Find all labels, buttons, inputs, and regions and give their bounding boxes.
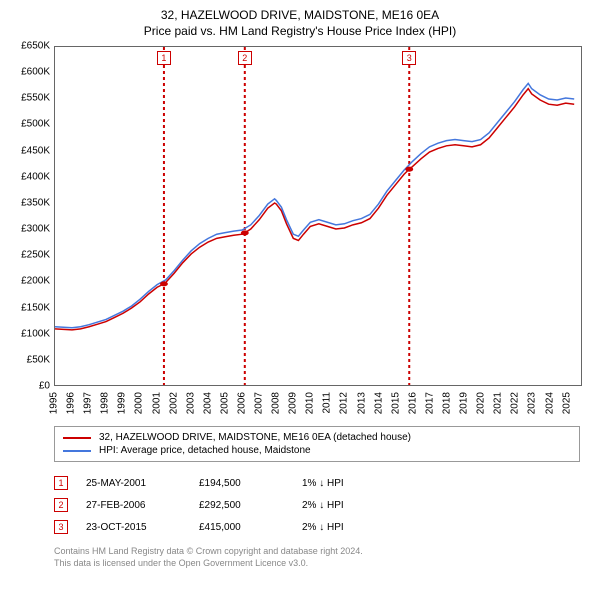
x-axis-label: 2001	[151, 392, 162, 414]
x-axis-label: 2019	[459, 392, 470, 414]
x-axis-label: 2009	[288, 392, 299, 414]
y-axis-label: £500K	[21, 119, 50, 130]
x-axis-label: 2016	[407, 392, 418, 414]
y-axis-label: £0	[39, 381, 50, 392]
x-axis-label: 2015	[390, 392, 401, 414]
transaction-diff: 1% ↓ HPI	[302, 478, 392, 489]
transaction-date: 27-FEB-2006	[86, 500, 181, 511]
x-axis-label: 2006	[236, 392, 247, 414]
y-axis-label: £100K	[21, 328, 50, 339]
transaction-row-marker: 2	[54, 498, 68, 512]
transaction-marker: 3	[402, 51, 416, 65]
transaction-marker: 2	[238, 51, 252, 65]
x-axis-label: 2017	[424, 392, 435, 414]
chart-container: 32, HAZELWOOD DRIVE, MAIDSTONE, ME16 0EA…	[0, 0, 600, 577]
chart-area: 123 £0£50K£100K£150K£200K£250K£300K£350K…	[54, 46, 582, 386]
y-axis-label: £150K	[21, 302, 50, 313]
transaction-row-marker: 1	[54, 476, 68, 490]
x-axis-label: 2025	[561, 392, 572, 414]
y-axis-label: £400K	[21, 171, 50, 182]
x-axis-label: 2005	[219, 392, 230, 414]
legend-item: 32, HAZELWOOD DRIVE, MAIDSTONE, ME16 0EA…	[63, 431, 571, 444]
transaction-marker: 1	[157, 51, 171, 65]
transaction-price: £292,500	[199, 500, 284, 511]
footer-line-2: This data is licensed under the Open Gov…	[54, 558, 580, 570]
transaction-row: 3 23-OCT-2015 £415,000 2% ↓ HPI	[54, 516, 580, 538]
x-axis-label: 2023	[527, 392, 538, 414]
x-axis-label: 1996	[66, 392, 77, 414]
legend-item: HPI: Average price, detached house, Maid…	[63, 444, 571, 457]
x-axis-label: 2007	[254, 392, 265, 414]
legend-label: 32, HAZELWOOD DRIVE, MAIDSTONE, ME16 0EA…	[99, 432, 411, 443]
x-axis-label: 2008	[271, 392, 282, 414]
x-axis-label: 2018	[442, 392, 453, 414]
plot-region: 1 2 3	[54, 46, 582, 386]
footer-attribution: Contains HM Land Registry data © Crown c…	[54, 546, 580, 569]
y-axis-label: £250K	[21, 250, 50, 261]
x-axis-label: 2002	[168, 392, 179, 414]
y-axis-label: £600K	[21, 67, 50, 78]
legend-label: HPI: Average price, detached house, Maid…	[99, 445, 311, 456]
chart-title: 32, HAZELWOOD DRIVE, MAIDSTONE, ME16 0EA	[10, 8, 590, 22]
chart-subtitle: Price paid vs. HM Land Registry's House …	[10, 24, 590, 38]
transaction-row-marker: 3	[54, 520, 68, 534]
y-axis-label: £200K	[21, 276, 50, 287]
x-axis-label: 1999	[117, 392, 128, 414]
legend: 32, HAZELWOOD DRIVE, MAIDSTONE, ME16 0EA…	[54, 426, 580, 462]
x-axis-label: 2014	[373, 392, 384, 414]
y-axis-label: £550K	[21, 93, 50, 104]
y-axis-label: £450K	[21, 145, 50, 156]
transaction-price: £415,000	[199, 522, 284, 533]
x-axis-label: 2000	[134, 392, 145, 414]
transaction-date: 25-MAY-2001	[86, 478, 181, 489]
x-axis-label: 2010	[305, 392, 316, 414]
x-axis-label: 2024	[544, 392, 555, 414]
footer-line-1: Contains HM Land Registry data © Crown c…	[54, 546, 580, 558]
x-axis-label: 1998	[100, 392, 111, 414]
transaction-date: 23-OCT-2015	[86, 522, 181, 533]
legend-swatch	[63, 437, 91, 439]
legend-swatch	[63, 450, 91, 452]
x-axis-label: 2021	[493, 392, 504, 414]
transaction-price: £194,500	[199, 478, 284, 489]
x-axis-label: 2012	[339, 392, 350, 414]
transaction-diff: 2% ↓ HPI	[302, 522, 392, 533]
line-series-svg	[55, 47, 581, 385]
transaction-row: 1 25-MAY-2001 £194,500 1% ↓ HPI	[54, 472, 580, 494]
transaction-diff: 2% ↓ HPI	[302, 500, 392, 511]
x-axis-label: 1997	[83, 392, 94, 414]
transactions-table: 1 25-MAY-2001 £194,500 1% ↓ HPI 2 27-FEB-2006…	[54, 472, 580, 538]
y-axis-label: £350K	[21, 197, 50, 208]
y-axis-label: £50K	[27, 354, 50, 365]
transaction-row: 2 27-FEB-2006 £292,500 2% ↓ HPI	[54, 494, 580, 516]
x-axis-label: 2003	[185, 392, 196, 414]
x-axis-label: 2011	[322, 392, 333, 414]
x-axis-label: 2022	[510, 392, 521, 414]
x-axis-label: 2020	[476, 392, 487, 414]
x-axis-label: 2013	[356, 392, 367, 414]
y-axis-label: £650K	[21, 41, 50, 52]
x-axis-label: 1995	[49, 392, 60, 414]
y-axis-label: £300K	[21, 224, 50, 235]
x-axis-label: 2004	[202, 392, 213, 414]
